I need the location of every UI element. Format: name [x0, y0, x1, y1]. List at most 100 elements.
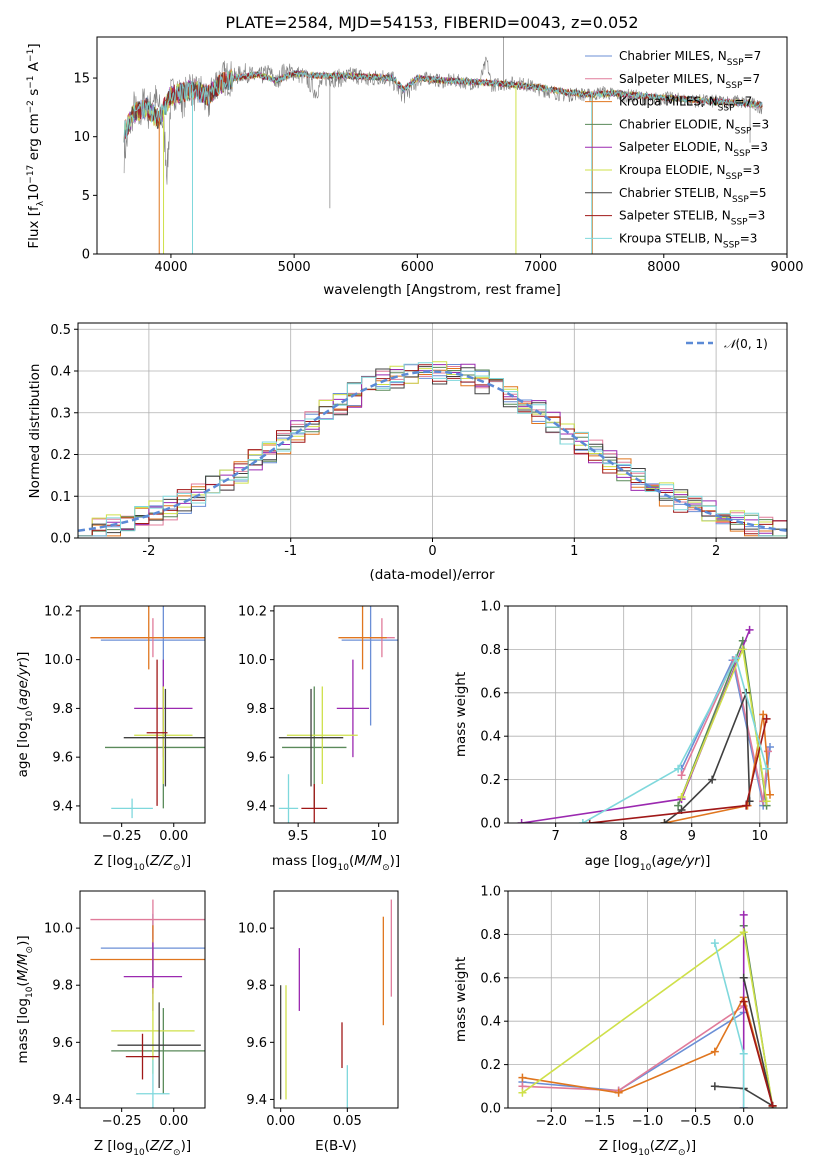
weight-point-marker: [614, 1088, 623, 1097]
x-tick-label: 9: [688, 829, 696, 844]
weight-point-marker: [518, 1088, 527, 1097]
x-axis-label: wavelength [Angstrom, rest frame]: [323, 282, 561, 298]
weight-point-marker: [660, 819, 669, 823]
weight-point-marker: [768, 1101, 777, 1108]
weight-line: [680, 657, 769, 802]
y-tick-label: 9.6: [52, 1036, 73, 1051]
x-tick-label: 0.00: [266, 1114, 295, 1129]
weight-point-marker: [708, 775, 717, 784]
x-tick-label: 6000: [401, 260, 434, 275]
x-tick-label: 10: [752, 829, 769, 844]
plot-frame: [79, 890, 206, 1109]
x-tick-label: 2: [712, 544, 720, 559]
weight-point-marker: [759, 710, 768, 719]
y-tick-label: 0.4: [50, 365, 71, 380]
x-tick-label: 7000: [524, 260, 557, 275]
weight-point-marker: [578, 819, 587, 823]
weight-point-marker: [677, 792, 686, 801]
legend-label: Chabrier MILES, NSSP=7: [619, 49, 761, 68]
plot-area: [280, 899, 392, 1108]
weight-point-marker: [710, 1047, 719, 1056]
y-tick-label: 9.6: [246, 1036, 267, 1051]
weight-point-marker: [674, 801, 683, 810]
legend-label: Chabrier ELODIE, NSSP=3: [619, 117, 769, 136]
age-vs-metallicity-panel: −0.25 0.00 9.4 9.6 9.8 10.0 10.2 Z [log10(Z/Z⊙)…: [15, 604, 206, 873]
weight-line: [664, 714, 771, 823]
weight-vs-metallicity-panel: −2.0 −1.5 −1.0 −0.5 0.0 0.0 0.2 0.4 0.6 0.8 1.0 Z […: [453, 885, 788, 1158]
y-tick-label: 0.5: [50, 323, 71, 338]
x-tick-label: 0.0: [733, 1114, 754, 1129]
weight-line: [522, 1011, 745, 1092]
weight-point-marker: [677, 771, 686, 780]
y-tick-label: 0.0: [480, 1102, 501, 1117]
x-axis-label: age [log10(age/yr)]: [585, 853, 711, 873]
plot-area: [518, 910, 777, 1108]
weight-point-marker: [762, 714, 771, 723]
y-tick-label: 10.0: [238, 922, 267, 937]
weight-point-marker: [739, 928, 748, 937]
x-tick-label: 9.5: [288, 829, 309, 844]
legend-label: Chabrier STELIB, NSSP=5: [619, 186, 767, 205]
legend-label: Kroupa ELODIE, NSSP=3: [619, 163, 760, 182]
y-tick-label: 9.6: [52, 751, 73, 766]
age-vs-mass-panel: 9.5 10 9.4 9.6 9.8 10.0 10.2 mass [log10(M/M⊙)]: [238, 604, 400, 873]
weight-point-marker: [739, 997, 748, 1006]
x-tick-label: 8000: [647, 260, 680, 275]
plot-area: [278, 606, 398, 823]
x-tick-label: 0.05: [333, 1114, 362, 1129]
weight-point-marker: [739, 1049, 748, 1058]
histogram-series: [78, 362, 787, 538]
x-axis-label: E(B-V): [315, 1138, 357, 1154]
plot-area: [78, 361, 787, 538]
weight-point-marker: [738, 645, 747, 654]
x-axis-label: Z [log10(Z/Z⊙)]: [94, 853, 191, 873]
x-axis-label: mass [log10(M/M⊙)]: [272, 853, 400, 873]
weight-point-marker: [739, 1104, 748, 1108]
y-tick-label: 0.6: [480, 686, 501, 701]
y-tick-label: 9.8: [52, 702, 73, 717]
plot-frame: [507, 605, 788, 824]
y-tick-label: 9.4: [246, 799, 267, 814]
x-tick-label: −0.25: [102, 829, 142, 844]
y-axis-label: Flux [fλ10−17 erg cm−2 s−1 A−1]: [26, 43, 46, 248]
y-tick-label: 10.2: [44, 604, 73, 619]
x-tick-label: 0.00: [159, 829, 188, 844]
plot-frame: [79, 605, 206, 824]
y-tick-label: 5: [82, 189, 90, 204]
x-tick-label: 5000: [278, 260, 311, 275]
y-tick-label: 0.4: [480, 730, 501, 745]
legend-label: Salpeter STELIB, NSSP=3: [619, 209, 765, 228]
x-tick-label: 0: [428, 544, 436, 559]
y-tick-label: 0.0: [480, 817, 501, 832]
x-tick-label: −1.5: [584, 1114, 616, 1129]
plot-area: [90, 899, 205, 1108]
y-tick-label: 15: [73, 72, 90, 87]
y-tick-label: 0.8: [480, 928, 501, 943]
weight-point-marker: [742, 801, 751, 810]
plot-frame: [96, 36, 788, 255]
weight-point-marker: [518, 1073, 527, 1082]
mass-vs-extinction-panel: 0.00 0.05 9.4 9.6 9.8 10.0 E(B-V): [238, 890, 399, 1154]
x-tick-label: 0.00: [159, 1114, 188, 1129]
x-tick-label: −2.0: [536, 1114, 568, 1129]
y-tick-label: 10.0: [238, 653, 267, 668]
y-axis-label: mass weight: [453, 672, 469, 757]
y-tick-label: 10.0: [44, 653, 73, 668]
y-tick-label: 9.8: [52, 979, 73, 994]
y-tick-label: 10.0: [44, 922, 73, 937]
x-tick-label: −0.25: [102, 1114, 142, 1129]
weight-point-marker: [763, 747, 772, 756]
plot-frame: [273, 605, 399, 824]
y-axis-label: mass [log10(M/M⊙)]: [15, 935, 35, 1063]
y-axis-label: mass weight: [453, 957, 469, 1042]
x-tick-label: 4000: [154, 260, 187, 275]
x-axis-label: Z [log10(Z/Z⊙)]: [94, 1138, 191, 1158]
legend-label: 𝒩(0, 1): [724, 337, 768, 351]
plot-area: [517, 625, 774, 823]
y-tick-label: 9.4: [52, 1093, 73, 1108]
weight-point-marker: [710, 939, 719, 948]
spectrum-panel: 4000 5000 6000 7000 8000 9000 0 5 10 15 wavelength…: [26, 36, 804, 298]
y-tick-label: 0.6: [480, 971, 501, 986]
y-tick-label: 0.2: [480, 773, 501, 788]
weight-vs-age-panel: 7 8 9 10 0.0 0.2 0.4 0.6 0.8 1.0 age [log10(age/yr…: [453, 600, 788, 873]
